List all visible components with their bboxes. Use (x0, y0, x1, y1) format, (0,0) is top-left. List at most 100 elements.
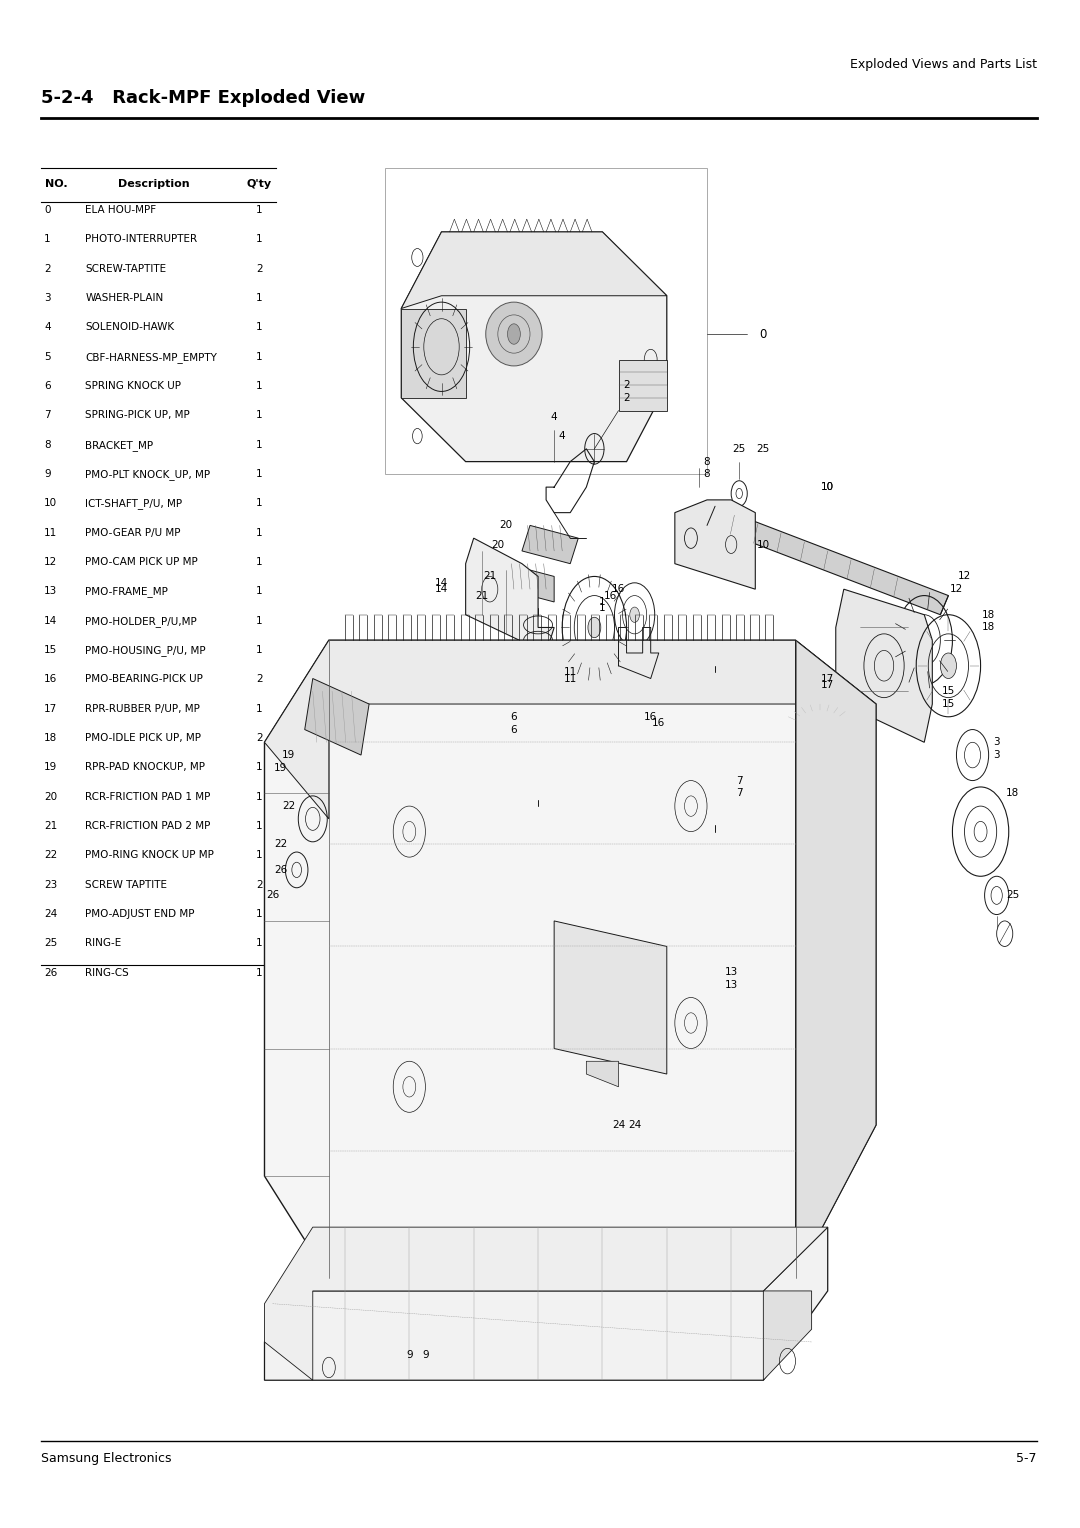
Text: 1: 1 (256, 704, 262, 714)
Text: 24: 24 (44, 909, 57, 920)
Polygon shape (402, 232, 666, 309)
Text: Exploded Views and Parts List: Exploded Views and Parts List (850, 58, 1037, 72)
Text: 14: 14 (435, 584, 448, 594)
Text: 1: 1 (256, 645, 262, 656)
Text: 2: 2 (256, 880, 262, 889)
Text: 17: 17 (821, 674, 835, 683)
Text: Q'ty: Q'ty (246, 179, 272, 189)
Text: 1: 1 (256, 967, 262, 978)
Text: 20: 20 (491, 539, 504, 550)
Polygon shape (402, 232, 666, 461)
Text: 22: 22 (274, 839, 287, 850)
Text: SCREW TAPTITE: SCREW TAPTITE (85, 880, 167, 889)
Text: 8: 8 (704, 469, 711, 480)
Text: 26: 26 (274, 865, 287, 876)
Text: 25: 25 (1007, 891, 1020, 900)
Text: PMO-IDLE PICK UP, MP: PMO-IDLE PICK UP, MP (85, 733, 201, 743)
Text: 1: 1 (256, 293, 262, 303)
Text: 16: 16 (604, 591, 617, 601)
Text: Samsung Electronics: Samsung Electronics (41, 1452, 172, 1465)
Text: 14: 14 (435, 578, 448, 588)
Text: 1: 1 (599, 604, 606, 613)
Text: SPRING KNOCK UP: SPRING KNOCK UP (85, 380, 181, 391)
Text: 10: 10 (821, 483, 834, 492)
Text: 9: 9 (44, 469, 51, 480)
Text: 13: 13 (725, 967, 738, 976)
Text: 22: 22 (44, 851, 57, 860)
Polygon shape (675, 500, 755, 590)
Text: 2: 2 (623, 393, 630, 403)
Text: 14: 14 (44, 616, 57, 626)
Text: BRACKET_MP: BRACKET_MP (85, 440, 153, 451)
Polygon shape (505, 564, 554, 602)
Text: 24: 24 (627, 1120, 642, 1131)
Text: RCR-FRICTION PAD 1 MP: RCR-FRICTION PAD 1 MP (85, 792, 211, 802)
Text: 8: 8 (704, 457, 711, 466)
Text: 3: 3 (994, 738, 1000, 747)
Polygon shape (764, 1291, 812, 1380)
Text: WASHER-PLAIN: WASHER-PLAIN (85, 293, 163, 303)
Text: RCR-FRICTION PAD 2 MP: RCR-FRICTION PAD 2 MP (85, 821, 211, 831)
Text: 10: 10 (44, 498, 57, 509)
Text: Description: Description (118, 179, 190, 189)
Text: 1: 1 (256, 351, 262, 362)
Text: SPRING-PICK UP, MP: SPRING-PICK UP, MP (85, 411, 190, 420)
Text: ELA HOU-MPF: ELA HOU-MPF (85, 205, 157, 215)
Polygon shape (522, 526, 578, 564)
Text: 1: 1 (256, 440, 262, 449)
Text: 6: 6 (511, 724, 517, 735)
Text: 1: 1 (256, 909, 262, 920)
Text: 11: 11 (44, 527, 57, 538)
Ellipse shape (780, 698, 860, 761)
Ellipse shape (789, 706, 850, 752)
Text: 18: 18 (982, 610, 996, 620)
Text: 0: 0 (44, 205, 51, 215)
Circle shape (630, 607, 639, 622)
Text: 21: 21 (475, 591, 488, 601)
Text: 19: 19 (44, 762, 57, 773)
Text: 16: 16 (612, 584, 625, 594)
Text: 1: 1 (256, 558, 262, 567)
Text: 17: 17 (821, 680, 835, 689)
Polygon shape (465, 538, 554, 652)
Text: PMO-ADJUST END MP: PMO-ADJUST END MP (85, 909, 194, 920)
Text: 16: 16 (44, 674, 57, 685)
Text: 5: 5 (44, 351, 51, 362)
Text: 3: 3 (994, 750, 1000, 759)
Text: 1: 1 (256, 380, 262, 391)
Text: 5-7: 5-7 (1016, 1452, 1037, 1465)
Text: 4: 4 (551, 413, 557, 422)
Text: NO.: NO. (45, 179, 68, 189)
Text: 23: 23 (44, 880, 57, 889)
Text: 22: 22 (282, 801, 295, 811)
Text: 15: 15 (942, 686, 955, 697)
Text: 2: 2 (44, 264, 51, 274)
Circle shape (662, 683, 672, 698)
Text: PMO-GEAR P/U MP: PMO-GEAR P/U MP (85, 527, 180, 538)
Text: PMO-FRAME_MP: PMO-FRAME_MP (85, 587, 168, 597)
Text: 2: 2 (256, 674, 262, 685)
Text: PMO-RING KNOCK UP MP: PMO-RING KNOCK UP MP (85, 851, 214, 860)
Text: 26: 26 (44, 967, 57, 978)
Text: 19: 19 (282, 750, 295, 759)
Text: 12: 12 (958, 571, 971, 582)
Text: PMO-CAM PICK UP MP: PMO-CAM PICK UP MP (85, 558, 198, 567)
Text: 17: 17 (44, 704, 57, 714)
Text: 18: 18 (44, 733, 57, 743)
Text: PMO-BEARING-PICK UP: PMO-BEARING-PICK UP (85, 674, 203, 685)
Text: 1: 1 (256, 938, 262, 949)
Text: 25: 25 (757, 443, 770, 454)
Text: 20: 20 (44, 792, 57, 802)
Polygon shape (265, 1227, 827, 1380)
Text: 26: 26 (266, 891, 279, 900)
Text: 1: 1 (256, 411, 262, 420)
Text: 10: 10 (757, 539, 770, 550)
Polygon shape (586, 1062, 619, 1086)
Text: 25: 25 (732, 443, 746, 454)
Text: SOLENOID-HAWK: SOLENOID-HAWK (85, 322, 175, 333)
Text: 6: 6 (44, 380, 51, 391)
Polygon shape (265, 640, 876, 819)
Polygon shape (402, 309, 465, 397)
Text: 6: 6 (511, 712, 517, 721)
Polygon shape (707, 506, 948, 614)
